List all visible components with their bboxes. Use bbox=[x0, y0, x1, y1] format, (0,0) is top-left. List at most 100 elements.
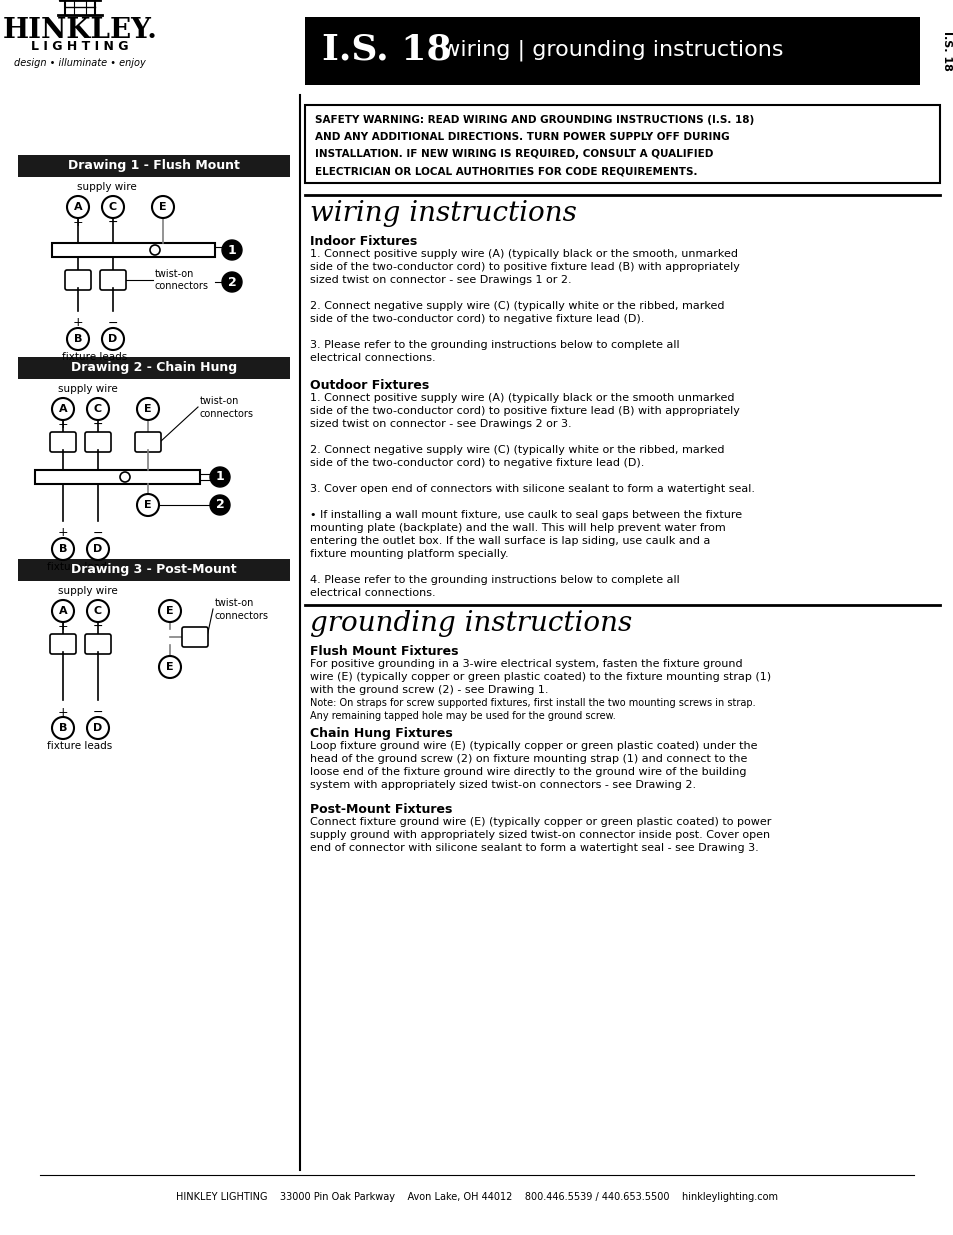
Text: E: E bbox=[159, 203, 167, 212]
FancyBboxPatch shape bbox=[65, 270, 91, 290]
Circle shape bbox=[152, 196, 173, 219]
Text: 2. Connect negative supply wire (C) (typically white or the ribbed, marked: 2. Connect negative supply wire (C) (typ… bbox=[310, 301, 723, 311]
Text: I.S. 18: I.S. 18 bbox=[941, 31, 951, 70]
Circle shape bbox=[222, 240, 242, 261]
Circle shape bbox=[222, 272, 242, 291]
Text: B: B bbox=[59, 722, 67, 734]
Circle shape bbox=[52, 600, 74, 622]
Text: 1: 1 bbox=[215, 471, 224, 483]
Text: L I G H T I N G: L I G H T I N G bbox=[31, 41, 129, 53]
Circle shape bbox=[87, 600, 109, 622]
Circle shape bbox=[159, 656, 181, 678]
FancyBboxPatch shape bbox=[135, 432, 161, 452]
Text: side of the two-conductor cord) to positive fixture lead (B) with appropriately: side of the two-conductor cord) to posit… bbox=[310, 406, 740, 416]
Text: B: B bbox=[59, 543, 67, 555]
Text: E: E bbox=[166, 606, 173, 616]
Text: wire (E) (typically copper or green plastic coated) to the fixture mounting stra: wire (E) (typically copper or green plas… bbox=[310, 672, 770, 682]
Text: −: − bbox=[108, 316, 118, 330]
Text: For positive grounding in a 3-wire electrical system, fasten the fixture ground: For positive grounding in a 3-wire elect… bbox=[310, 659, 741, 669]
Text: D: D bbox=[93, 543, 103, 555]
Text: −: − bbox=[92, 526, 103, 540]
Text: electrical connections.: electrical connections. bbox=[310, 588, 436, 598]
Text: Indoor Fixtures: Indoor Fixtures bbox=[310, 235, 416, 248]
Circle shape bbox=[120, 472, 130, 482]
Text: 1. Connect positive supply wire (A) (typically black or the smooth unmarked: 1. Connect positive supply wire (A) (typ… bbox=[310, 393, 734, 403]
Text: 2: 2 bbox=[215, 499, 224, 511]
Bar bbox=[18, 156, 290, 177]
Text: loose end of the fixture ground wire directly to the ground wire of the building: loose end of the fixture ground wire dir… bbox=[310, 767, 745, 777]
FancyBboxPatch shape bbox=[85, 432, 111, 452]
Circle shape bbox=[150, 245, 160, 254]
Text: connectors: connectors bbox=[154, 282, 209, 291]
Text: Outdoor Fixtures: Outdoor Fixtures bbox=[310, 379, 429, 391]
Bar bbox=[305, 17, 919, 85]
Bar bbox=[305, 105, 939, 183]
FancyBboxPatch shape bbox=[50, 432, 76, 452]
Circle shape bbox=[87, 538, 109, 559]
Text: AND ANY ADDITIONAL DIRECTIONS. TURN POWER SUPPLY OFF DURING: AND ANY ADDITIONAL DIRECTIONS. TURN POWE… bbox=[314, 132, 729, 142]
Text: 2. Connect negative supply wire (C) (typically white or the ribbed, marked: 2. Connect negative supply wire (C) (typ… bbox=[310, 445, 723, 454]
Text: entering the outlet box. If the wall surface is lap siding, use caulk and a: entering the outlet box. If the wall sur… bbox=[310, 536, 710, 546]
Text: E: E bbox=[166, 662, 173, 672]
Text: Note: On straps for screw supported fixtures, first install the two mounting scr: Note: On straps for screw supported fixt… bbox=[310, 698, 755, 708]
Text: side of the two-conductor cord) to positive fixture lead (B) with appropriately: side of the two-conductor cord) to posit… bbox=[310, 262, 740, 272]
Text: supply wire: supply wire bbox=[58, 585, 118, 597]
Text: C: C bbox=[93, 404, 102, 414]
Circle shape bbox=[159, 600, 181, 622]
FancyBboxPatch shape bbox=[182, 627, 208, 647]
Circle shape bbox=[87, 398, 109, 420]
Text: mounting plate (backplate) and the wall. This will help prevent water from: mounting plate (backplate) and the wall.… bbox=[310, 522, 725, 534]
Text: supply wire: supply wire bbox=[58, 384, 118, 394]
Text: 1: 1 bbox=[228, 243, 236, 257]
Text: +: + bbox=[72, 316, 83, 330]
Circle shape bbox=[102, 329, 124, 350]
Text: +: + bbox=[57, 417, 69, 431]
Bar bbox=[18, 559, 290, 580]
Text: INSTALLATION. IF NEW WIRING IS REQUIRED, CONSULT A QUALIFIED: INSTALLATION. IF NEW WIRING IS REQUIRED,… bbox=[314, 149, 713, 159]
Bar bbox=[52, 243, 214, 257]
Text: Drawing 2 - Chain Hung: Drawing 2 - Chain Hung bbox=[71, 362, 236, 374]
Text: HINKLEY LIGHTING    33000 Pin Oak Parkway    Avon Lake, OH 44012    800.446.5539: HINKLEY LIGHTING 33000 Pin Oak Parkway A… bbox=[175, 1192, 778, 1202]
Text: sized twist on connector - see Drawings 1 or 2.: sized twist on connector - see Drawings … bbox=[310, 275, 571, 285]
Text: with the ground screw (2) - see Drawing 1.: with the ground screw (2) - see Drawing … bbox=[310, 685, 548, 695]
Text: fixture leads: fixture leads bbox=[62, 352, 128, 362]
Text: −: − bbox=[108, 215, 118, 228]
Text: ELECTRICIAN OR LOCAL AUTHORITIES FOR CODE REQUIREMENTS.: ELECTRICIAN OR LOCAL AUTHORITIES FOR COD… bbox=[314, 165, 697, 177]
Text: C: C bbox=[93, 606, 102, 616]
Text: design • illuminate • enjoy: design • illuminate • enjoy bbox=[14, 58, 146, 68]
Text: supply wire: supply wire bbox=[77, 182, 136, 191]
Text: E: E bbox=[144, 500, 152, 510]
Text: fixture mounting platform specially.: fixture mounting platform specially. bbox=[310, 550, 508, 559]
Text: 4. Please refer to the grounding instructions below to complete all: 4. Please refer to the grounding instruc… bbox=[310, 576, 679, 585]
Text: Any remaining tapped hole may be used for the ground screw.: Any remaining tapped hole may be used fo… bbox=[310, 711, 615, 721]
Text: C: C bbox=[109, 203, 117, 212]
Text: fixture leads: fixture leads bbox=[48, 562, 112, 572]
Circle shape bbox=[67, 196, 89, 219]
Text: HINKLEY.: HINKLEY. bbox=[3, 16, 157, 43]
Text: 3. Please refer to the grounding instructions below to complete all: 3. Please refer to the grounding instruc… bbox=[310, 340, 679, 350]
Text: connectors: connectors bbox=[200, 409, 253, 419]
Text: I.S. 18: I.S. 18 bbox=[322, 33, 451, 67]
Text: 2: 2 bbox=[228, 275, 236, 289]
Text: −: − bbox=[92, 705, 103, 719]
Text: side of the two-conductor cord) to negative fixture lead (D).: side of the two-conductor cord) to negat… bbox=[310, 458, 643, 468]
Text: −: − bbox=[92, 417, 103, 431]
FancyBboxPatch shape bbox=[100, 270, 126, 290]
FancyBboxPatch shape bbox=[50, 634, 76, 655]
Text: wiring | grounding instructions: wiring | grounding instructions bbox=[435, 40, 782, 61]
Circle shape bbox=[87, 718, 109, 739]
Text: grounding instructions: grounding instructions bbox=[310, 610, 632, 637]
Text: D: D bbox=[93, 722, 103, 734]
Text: twist-on: twist-on bbox=[200, 396, 239, 406]
Text: Chain Hung Fixtures: Chain Hung Fixtures bbox=[310, 727, 453, 740]
Text: Drawing 3 - Post-Mount: Drawing 3 - Post-Mount bbox=[71, 563, 236, 577]
Text: supply ground with appropriately sized twist-on connector inside post. Cover ope: supply ground with appropriately sized t… bbox=[310, 830, 769, 840]
Circle shape bbox=[137, 398, 159, 420]
Circle shape bbox=[52, 538, 74, 559]
Circle shape bbox=[210, 467, 230, 487]
Bar bbox=[35, 471, 200, 484]
Circle shape bbox=[67, 329, 89, 350]
Text: end of connector with silicone sealant to form a watertight seal - see Drawing 3: end of connector with silicone sealant t… bbox=[310, 844, 758, 853]
Text: +: + bbox=[57, 620, 69, 632]
Text: fixture leads: fixture leads bbox=[48, 741, 112, 751]
